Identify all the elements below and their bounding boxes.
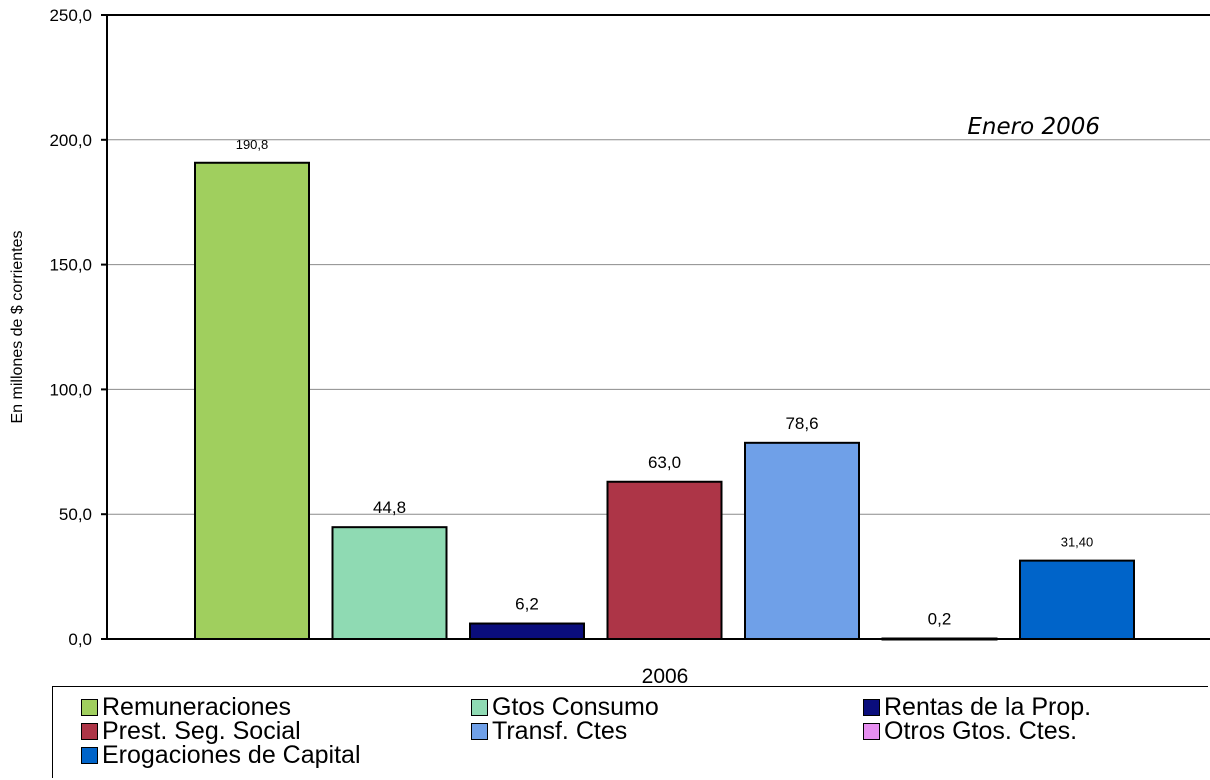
y-axis-title: En millones de $ corrientes xyxy=(9,231,26,424)
legend-label: Transf. Ctes xyxy=(492,717,628,745)
bar-erogaciones-de-capital xyxy=(1019,559,1135,641)
legend-item: Rentas de la Prop. xyxy=(863,695,1091,720)
legend-swatch xyxy=(81,723,98,740)
bar-gtos-consumo xyxy=(331,526,448,640)
axes xyxy=(106,14,1210,640)
legend-swatch xyxy=(471,699,488,716)
y-tick-label: 200,0 xyxy=(49,131,92,150)
data-label: 190,8 xyxy=(236,137,269,152)
data-label: 31,40 xyxy=(1061,535,1094,550)
bar-transf-ctes xyxy=(744,441,860,640)
legend-item: Transf. Ctes xyxy=(471,719,627,744)
legend-label: Prest. Seg. Social xyxy=(102,717,301,745)
y-tick-labels: 0,0 50,0 100,0 150,0 200,0 250,0 xyxy=(49,6,107,649)
legend-item: Remuneraciones xyxy=(81,695,291,720)
legend-item: Erogaciones de Capital xyxy=(81,743,361,768)
data-label: 78,6 xyxy=(785,414,818,433)
bars xyxy=(194,161,1135,641)
legend-swatch xyxy=(81,699,98,716)
legend-label: Otros Gtos. Ctes. xyxy=(884,717,1078,745)
legend-swatch xyxy=(81,747,98,764)
y-tick-label: 250,0 xyxy=(49,6,92,25)
data-label: 44,8 xyxy=(373,498,406,517)
x-axis-title: 2006 xyxy=(642,665,689,686)
data-label: 0,2 xyxy=(928,610,952,629)
y-tick-label: 100,0 xyxy=(49,380,92,399)
chart-annotation: Enero 2006 xyxy=(967,114,1100,140)
legend: Remuneraciones Gtos Consumo Rentas de la P… xyxy=(52,686,1208,778)
legend-swatch xyxy=(863,699,880,716)
bar-prest-seg-social xyxy=(606,480,723,641)
data-labels: 190,8 44,8 6,2 63,0 78,6 0,2 31,40 xyxy=(236,137,1094,629)
data-label: 63,0 xyxy=(648,453,681,472)
legend-swatch xyxy=(863,723,880,740)
y-tick-label: 0,0 xyxy=(68,630,92,649)
y-tick-label: 50,0 xyxy=(59,505,92,524)
bar-remuneraciones xyxy=(194,161,310,640)
legend-label: Remuneraciones xyxy=(102,693,291,721)
chart: 190,8 44,8 6,2 63,0 78,6 0,2 31,40 0,0 50,0 100,… xyxy=(9,6,1210,686)
legend-swatch xyxy=(471,723,488,740)
legend-item: Gtos Consumo xyxy=(471,695,659,720)
legend-item: Otros Gtos. Ctes. xyxy=(863,719,1077,744)
legend-item: Prest. Seg. Social xyxy=(81,719,301,744)
legend-label: Rentas de la Prop. xyxy=(884,693,1092,721)
legend-label: Erogaciones de Capital xyxy=(102,741,361,769)
data-label: 6,2 xyxy=(515,595,539,614)
y-tick-label: 150,0 xyxy=(49,256,92,275)
legend-label: Gtos Consumo xyxy=(492,693,659,721)
bar-rentas-de-la-prop xyxy=(469,622,585,640)
